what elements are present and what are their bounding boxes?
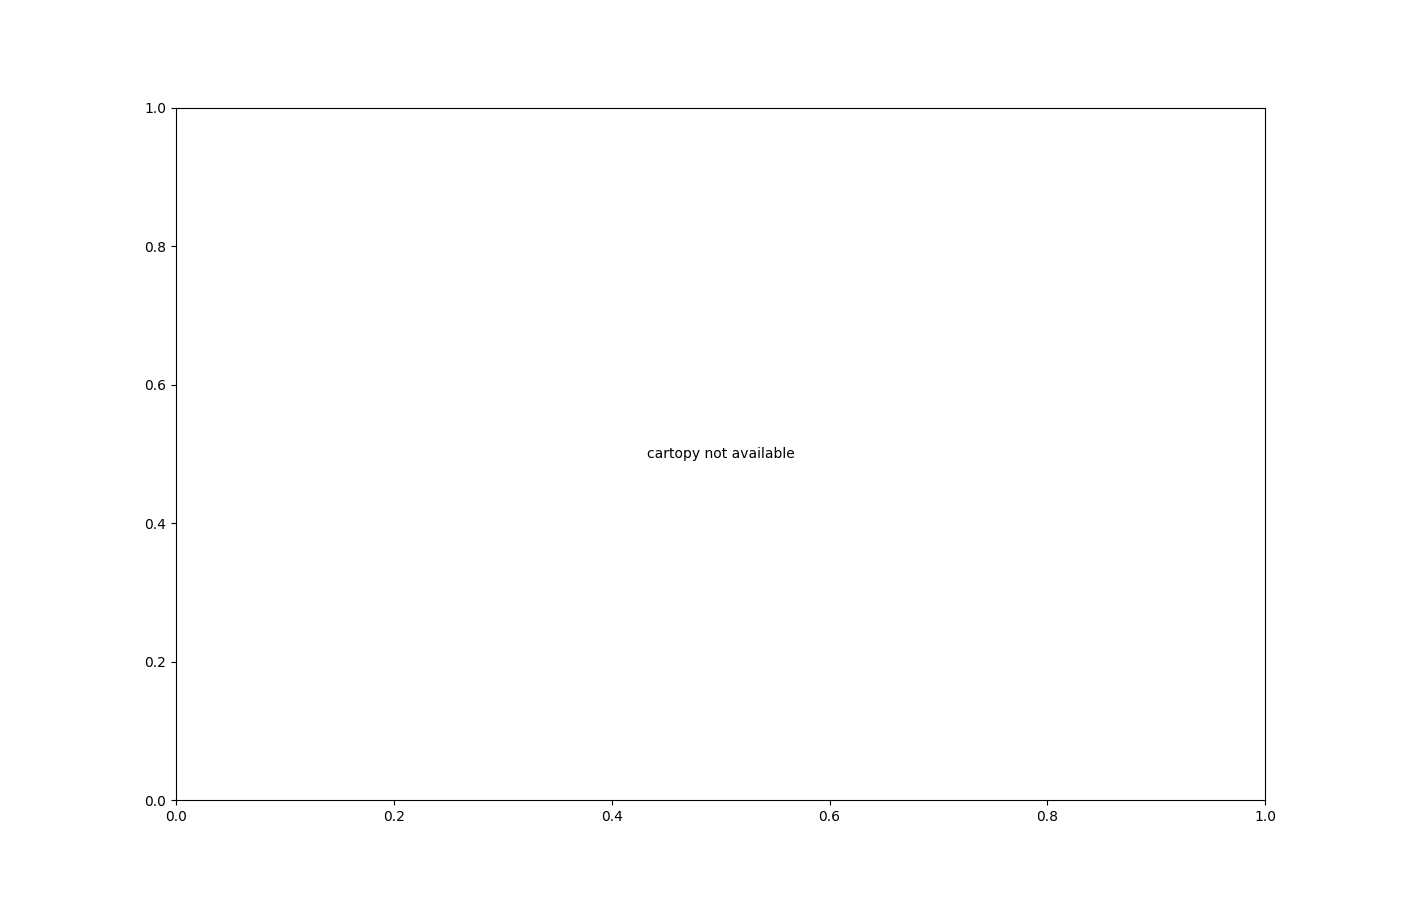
Text: cartopy not available: cartopy not available <box>647 447 794 461</box>
